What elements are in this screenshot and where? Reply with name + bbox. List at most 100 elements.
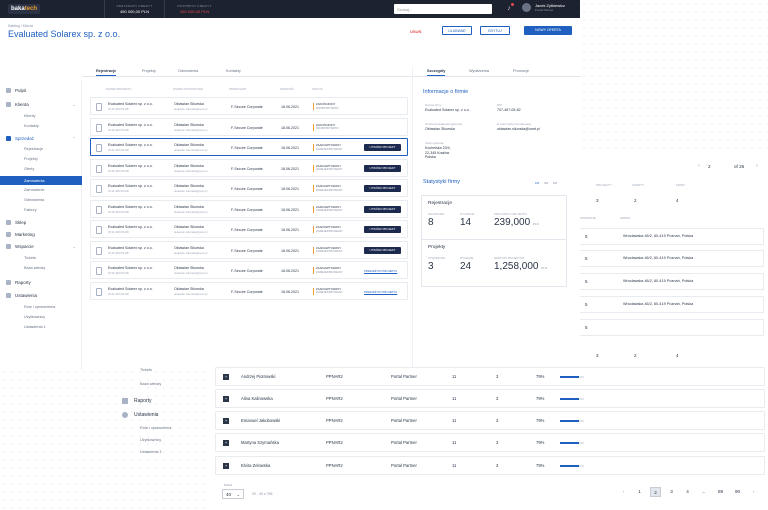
chevron-down-icon: ⌄ (72, 244, 76, 249)
page-4[interactable]: 4 (686, 489, 689, 494)
table-row[interactable]: + Elvira Zelowska PPNAR2 Portal Partner 11 3 7… (215, 456, 765, 475)
tab-promotions[interactable]: Promocje (513, 69, 530, 73)
expand-icon[interactable]: + (223, 440, 229, 446)
table-row[interactable]: 5 Wrocławska 46/2, 60-419 Poznań, Polska (578, 228, 764, 245)
next-page-icon[interactable]: › (752, 489, 755, 494)
table-row[interactable]: Evaluated Solarex sp. z o.o. 3C1F-9KF3S-8… (90, 199, 408, 218)
page-1[interactable]: 1 (638, 489, 641, 494)
table-row[interactable]: Evaluated Solarex sp. z o.o. 3C1F-9KF3S-8… (90, 117, 408, 136)
table-row[interactable]: + Emanuel Jakubowski PPNAR2 Portal Partner 1… (215, 411, 765, 430)
sidebar: Pulpit Klienta ⌄ Klienty Kontakty Sprzeda… (0, 80, 82, 370)
lower-nav-settings[interactable]: Ustawienia (134, 412, 159, 418)
search-input[interactable]: Szukaj... (394, 4, 492, 14)
tab-projects[interactable]: Projekty (142, 69, 156, 73)
sidebar-item-settings[interactable]: Ustawienia (0, 293, 82, 298)
expand-icon[interactable]: + (223, 374, 229, 380)
page-2[interactable]: 2 (650, 487, 661, 497)
tab-details[interactable]: Szczegóły (427, 69, 446, 76)
lower-nav-kb[interactable]: Baza wiedzy (140, 382, 162, 386)
sidebar-item-offers[interactable]: Oferty (24, 167, 35, 171)
table-row[interactable]: Evaluated Solarex sp. z o.o. 3C1F-9KF3S-8… (90, 97, 408, 115)
chevron-right-icon[interactable]: › (756, 163, 758, 169)
go-to-project-link[interactable]: PRZEJDŹ DO PROJEKTU (364, 269, 398, 273)
table-row[interactable]: 5 Wrocławska 46/2, 60-419 Poznań, Polska (578, 273, 764, 290)
sidebar-item-registrations[interactable]: Rejestracje (24, 147, 43, 151)
sidebar-item-reports[interactable]: Raporty (0, 280, 82, 285)
create-project-button[interactable]: UTWÓRZ PROJEKT (364, 226, 401, 233)
table-row[interactable]: Evaluated Solarex sp. z o.o. 3C1F-9KF3S-8… (90, 261, 408, 279)
create-project-button[interactable]: UTWÓRZ PROJEKT (364, 164, 401, 172)
delete-link[interactable]: USUŃ (410, 29, 422, 34)
lower-nav-roles[interactable]: Role i uprawnienia (140, 426, 172, 430)
sidebar-item-dashboard[interactable]: Pulpit (0, 88, 82, 93)
prev-page-icon[interactable]: ‹ (622, 489, 625, 494)
bell-icon[interactable]: ♪ (505, 3, 514, 13)
megaphone-icon (6, 232, 11, 237)
edit-button[interactable]: EDYTUJ (480, 26, 510, 35)
sidebar-item-contacts[interactable]: Kontakty (24, 124, 39, 128)
sidebar-item-tickets[interactable]: Tickets (24, 256, 36, 260)
sidebar-item-renewals[interactable]: Odnowienia (24, 198, 45, 202)
status-badge: ZAAKCEPTOWANY ZAREJESTROWANY (313, 184, 343, 192)
sidebar-item-projects[interactable]: Projekty (24, 157, 38, 161)
table-row[interactable]: 5 (578, 319, 764, 336)
table-row[interactable]: 5 Wrocławska 46/2, 60-419 Poznań, Polska (578, 296, 764, 313)
page-90[interactable]: 90 (734, 489, 741, 494)
table-row[interactable]: 5 Wrocławska 46/2, 60-419 Poznań, Polska (578, 250, 764, 267)
table-row[interactable]: Evaluated Solarex sp. z o.o. 3C1F-9KF3S-8… (90, 281, 408, 300)
lower-nav-users[interactable]: Użytkownicy (140, 438, 162, 442)
tab-registrations[interactable]: Rejestracje (96, 69, 117, 76)
create-project-button[interactable]: UTWÓRZ PROJEKT (364, 144, 401, 151)
expand-icon[interactable]: + (223, 418, 229, 424)
period-3m[interactable]: 3M (544, 181, 549, 185)
go-to-project-link[interactable]: PRZEJDŹ DO PROJEKTU (364, 289, 398, 294)
sidebar-item-users[interactable]: Użytkownicy (24, 315, 46, 319)
table-row[interactable]: Evaluated Solarex sp. z o.o. 3C1F-9KF3S-8… (90, 138, 408, 156)
period-6m[interactable]: 6M (553, 181, 558, 185)
sidebar-item-sales[interactable]: Sprzedaż ⌃ (0, 136, 82, 141)
status-badge: ZAAKCEPTOWANY ZAREJESTROWANY (313, 225, 343, 233)
sidebar-item-support[interactable]: Wsparcie ⌄ (0, 244, 82, 249)
sidebar-item-kb[interactable]: Baza wiedzy (24, 266, 46, 270)
expand-icon[interactable]: + (223, 463, 229, 469)
sidebar-item-client[interactable]: Klienta ⌄ (0, 102, 82, 107)
create-project-button[interactable]: UTWÓRZ PROJEKT (364, 185, 401, 192)
chevron-left-icon[interactable]: ‹ (698, 163, 700, 169)
table-row[interactable]: Evaluated Solarex sp. z o.o. 3C1F-9KF3S-8… (90, 179, 408, 197)
sidebar-item-marketing[interactable]: Marketing (0, 232, 82, 237)
tab-renewals[interactable]: Odnowienia (178, 69, 199, 73)
table-row[interactable]: Evaluated Solarex sp. z o.o. 3C1F-9KF3S-8… (90, 158, 408, 177)
table-row[interactable]: + Andrzej Piotrowski PPNAR2 Portal Partner 1… (215, 367, 765, 386)
period-1m[interactable]: 1M (535, 181, 540, 185)
sidebar-item-roles[interactable]: Role i uprawnienia (24, 305, 56, 309)
create-project-button[interactable]: UTWÓRZ PROJEKT (364, 205, 401, 213)
lower-nav-tickets[interactable]: Tickets (140, 368, 152, 372)
expand-icon[interactable]: + (223, 396, 229, 402)
create-project-button[interactable]: UTWÓRZ PROJEKT (364, 246, 401, 254)
breadcrumb[interactable]: Katalog / Klienci (8, 24, 34, 28)
last-c: 4 (676, 353, 679, 358)
sidebar-item-clients[interactable]: Klienty (24, 114, 36, 118)
user-menu[interactable]: Jacek Zytkiewicz Portal Partner (522, 3, 565, 12)
table-row[interactable]: + Martyna Szymańska PPNAR2 Portal Partner 11… (215, 433, 765, 452)
page-3[interactable]: 3 (670, 489, 673, 494)
lower-nav-reports[interactable]: Raporty (134, 398, 152, 404)
table-row[interactable]: Evaluated Solarex sp. z o.o. 3C1F-9KF3S-8… (90, 240, 408, 259)
logo[interactable]: bakatech (8, 4, 41, 14)
sidebar-item-orders[interactable]: Zamówienia (0, 176, 82, 185)
table-row[interactable]: Evaluated Solarex sp. z o.o. 3C1F-9KF3S-8… (90, 220, 408, 238)
new-offer-button[interactable]: NOWY OFERTA (524, 26, 572, 35)
table-row[interactable]: + Alina Kalinowska PPNAR2 Portal Partner 11 3… (215, 389, 765, 408)
sidebar-item-settings1[interactable]: Ustawienia 1 (24, 325, 46, 329)
tab-events[interactable]: Wydarzenia (469, 69, 490, 73)
sidebar-item-order[interactable]: Zamówienie (24, 188, 45, 192)
favorites-button[interactable]: ULUBIANE (442, 26, 472, 35)
lower-nav-settings1[interactable]: Ustawienia 1 (140, 450, 162, 454)
page-89[interactable]: 89 (717, 489, 724, 494)
sidebar-item-invoices[interactable]: Faktury (24, 208, 37, 212)
count-offers: 2 (634, 198, 637, 203)
page-input[interactable]: 2 (708, 164, 711, 169)
per-page-select[interactable]: 40 ⌄ (222, 489, 244, 499)
tab-contacts[interactable]: Kontakty (226, 69, 241, 73)
sidebar-item-shop[interactable]: Sklep (0, 220, 82, 225)
